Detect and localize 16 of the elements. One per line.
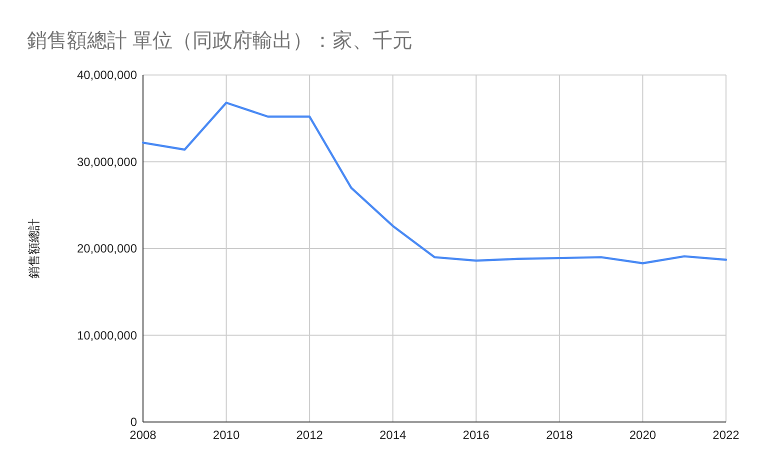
y-tick-label: 30,000,000 <box>76 154 138 169</box>
x-tick-label: 2012 <box>296 428 324 442</box>
y-axis-title: 銷售額總計 <box>27 218 41 278</box>
x-tick-label: 2018 <box>546 428 574 442</box>
x-tick-label: 2022 <box>712 428 740 442</box>
line-series <box>142 102 728 264</box>
x-tick-label: 2016 <box>462 428 490 442</box>
x-tick-label: 2020 <box>629 428 656 442</box>
y-tick-label: 40,000,000 <box>76 68 138 82</box>
chart-title: 銷售額總計 單位（同政府輸出）：家、千元 <box>27 30 413 52</box>
x-tick-label: 2010 <box>212 428 240 442</box>
y-tick-label: 20,000,000 <box>76 242 138 256</box>
y-tick-label: 10,000,000 <box>76 328 138 342</box>
x-tick-label: 2014 <box>380 428 407 442</box>
x-tick-label: 2008 <box>130 428 157 442</box>
y-tick-label: 0 <box>130 415 138 429</box>
